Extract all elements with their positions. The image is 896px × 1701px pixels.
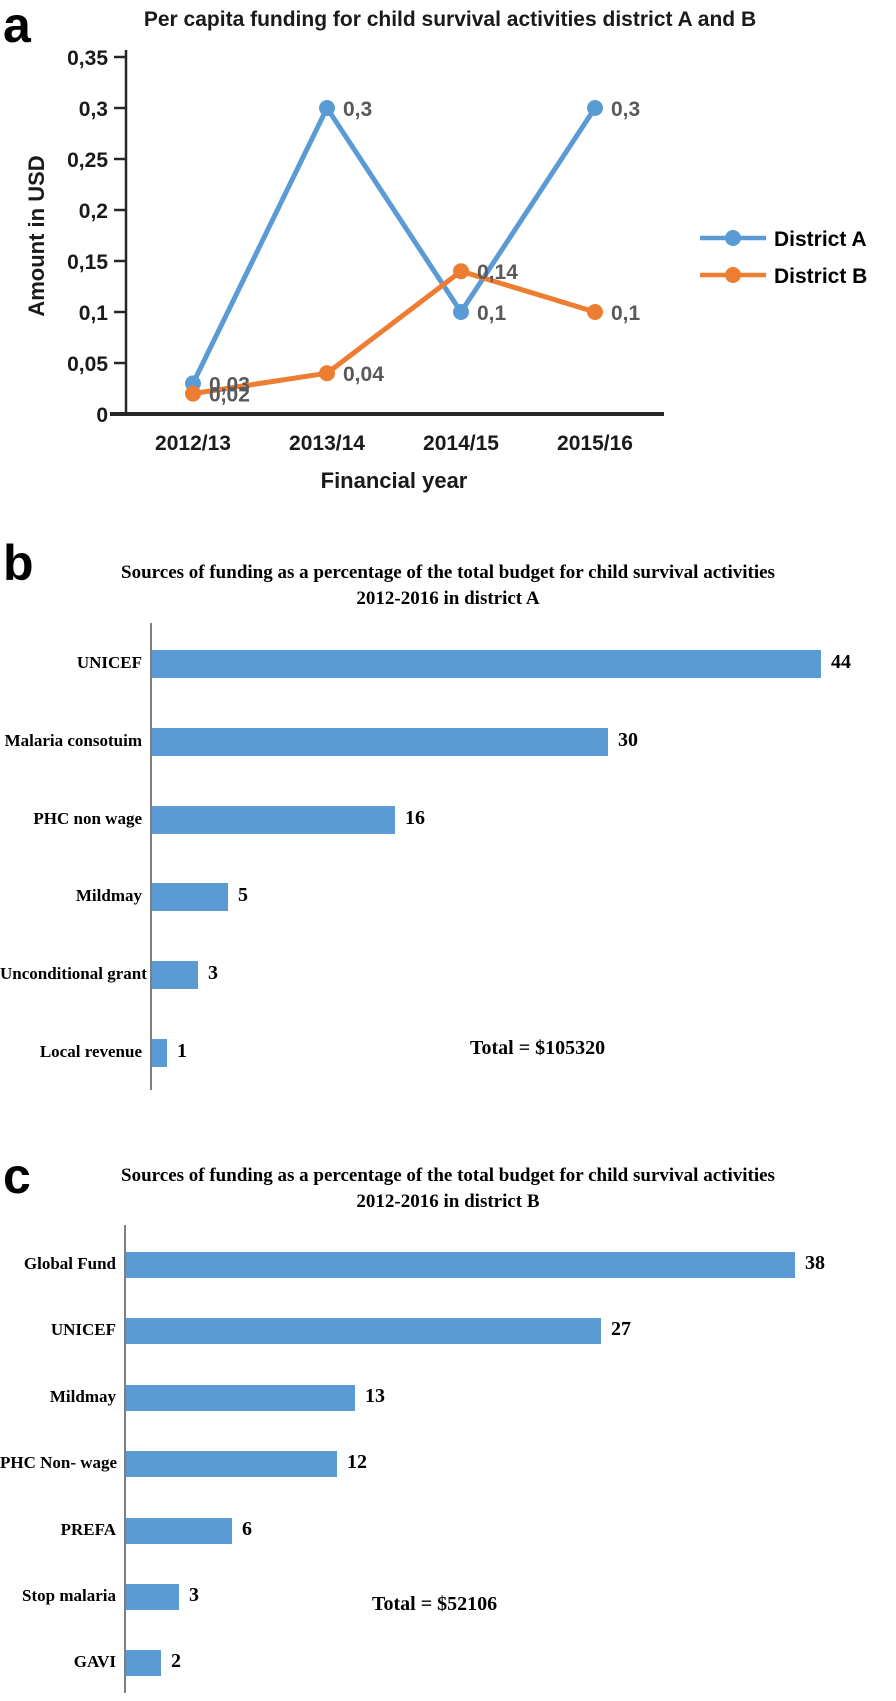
category-label: Mildmay (75, 886, 142, 906)
panel-c-letter: c (3, 1148, 31, 1204)
bar (152, 1039, 167, 1067)
total-label-district-a: Total = $105320 (470, 1037, 606, 1059)
data-label: 0,02 (209, 384, 250, 407)
legend-marker (725, 230, 741, 246)
value-label: 5 (238, 884, 248, 907)
bar-chart-district-b: Global Fund 38 UNICEF 27 Mildmay 13 PHC Non- w… (0, 1135, 896, 1701)
bar (152, 961, 198, 990)
data-label: 0,3 (611, 98, 640, 121)
category-label: Malaria consotuim (4, 730, 142, 750)
data-label: 0,03 (209, 373, 250, 396)
y-tick-label: 0,3 (79, 98, 108, 121)
bar (152, 650, 821, 678)
category-label: Mildmay (49, 1386, 116, 1406)
category-axis-line (124, 1225, 126, 1693)
marker-district-b (185, 385, 201, 402)
x-axis-title: Financial year (321, 468, 468, 493)
y-tick-label: 0,1 (79, 302, 109, 325)
value-label: 27 (611, 1318, 631, 1341)
y-axis-title: Amount in USD (24, 155, 49, 316)
value-label: 1 (177, 1040, 187, 1062)
data-label: 0,3 (343, 98, 372, 121)
bar (126, 1584, 179, 1610)
data-label: 0,1 (477, 302, 507, 325)
category-label: UNICEF (76, 653, 142, 672)
marker-district-a (453, 304, 469, 320)
data-label: 0,14 (477, 261, 518, 284)
value-label: 12 (347, 1451, 367, 1474)
panel-a-letter: a (3, 0, 31, 53)
marker-district-b (453, 263, 469, 280)
bar-chart-a-title: Sources of funding as a percentage of th… (53, 560, 843, 612)
marker-district-a (587, 100, 603, 116)
total-label-district-b: Total = $52106 (372, 1593, 498, 1615)
value-label: 16 (405, 806, 425, 829)
bar-chart-a-title-line2: 2012-2016 in district A (356, 588, 540, 609)
y-tick-label: 0,25 (67, 149, 108, 172)
line-chart-title: Per capita funding for child survival ac… (143, 8, 757, 31)
bar (126, 1252, 795, 1278)
y-tick-label: 0,15 (67, 251, 108, 274)
series-line-district-b (190, 268, 598, 397)
series-line-district-a (190, 105, 598, 386)
panel-c: c Sources of funding as a percentage of … (0, 1135, 896, 1701)
value-label: 13 (365, 1384, 385, 1407)
value-label: 44 (831, 651, 851, 673)
line-chart: 0 0,05 0,1 0,15 0,2 0,25 0,3 0,35 2012/13 2013/14… (24, 47, 867, 493)
bar-chart-b-title-line1: Sources of funding as a percentage of th… (121, 1165, 775, 1186)
bar-chart-b-title: Sources of funding as a percentage of th… (53, 1163, 843, 1215)
panel-b-letter: b (3, 535, 34, 591)
category-label: PHC non wage (33, 808, 142, 828)
category-label: Global Fund (23, 1254, 116, 1273)
bar-chart-b-title-line2: 2012-2016 in district B (356, 1191, 540, 1212)
value-label: 6 (242, 1517, 252, 1540)
value-label: 3 (208, 962, 218, 985)
y-tick-label: 0,2 (79, 200, 108, 223)
category-label: PHC Non- wage (0, 1453, 118, 1473)
panel-a: a Per capita funding for child survival … (0, 0, 896, 505)
category-label: Local revenue (39, 1042, 142, 1061)
legend-label: District B (774, 265, 867, 288)
bar (152, 883, 228, 912)
legend-marker (725, 267, 741, 283)
data-label: 0,04 (343, 363, 384, 386)
x-tick-label: 2013/14 (289, 432, 365, 455)
value-label: 30 (618, 728, 638, 751)
value-label: 3 (189, 1584, 199, 1606)
bar (126, 1650, 161, 1677)
category-label: GAVI (73, 1652, 116, 1672)
bar (126, 1384, 355, 1411)
bar-chart-district-a: UNICEF 44 Malaria consotuim 30 PHC non wage 1… (0, 530, 896, 1130)
value-label: 2 (171, 1650, 181, 1673)
marker-district-a (319, 100, 335, 116)
bar (152, 805, 395, 834)
category-axis-line (150, 623, 152, 1090)
category-label: Stop malaria (22, 1586, 116, 1605)
marker-district-b (319, 365, 335, 382)
y-tick-label: 0 (96, 404, 108, 427)
panel-b: b Sources of funding as a percentage of … (0, 530, 896, 1130)
legend-label: District A (774, 228, 867, 251)
bar (126, 1517, 232, 1544)
x-tick-label: 2014/15 (423, 432, 499, 455)
bar (152, 727, 608, 756)
bar (126, 1451, 337, 1478)
y-tick-label: 0,05 (67, 353, 108, 376)
category-label: UNICEF (50, 1320, 116, 1340)
bar-chart-a-title-line1: Sources of funding as a percentage of th… (121, 562, 775, 583)
bar (126, 1318, 601, 1345)
y-tick-label: 0,35 (67, 47, 108, 70)
category-label: Unconditional grant (0, 964, 147, 984)
data-label: 0,1 (611, 302, 641, 325)
value-label: 38 (805, 1252, 825, 1274)
category-label: PREFA (60, 1519, 116, 1539)
x-tick-label: 2012/13 (155, 432, 231, 455)
marker-district-b (587, 304, 603, 320)
x-tick-label: 2015/16 (557, 432, 633, 455)
